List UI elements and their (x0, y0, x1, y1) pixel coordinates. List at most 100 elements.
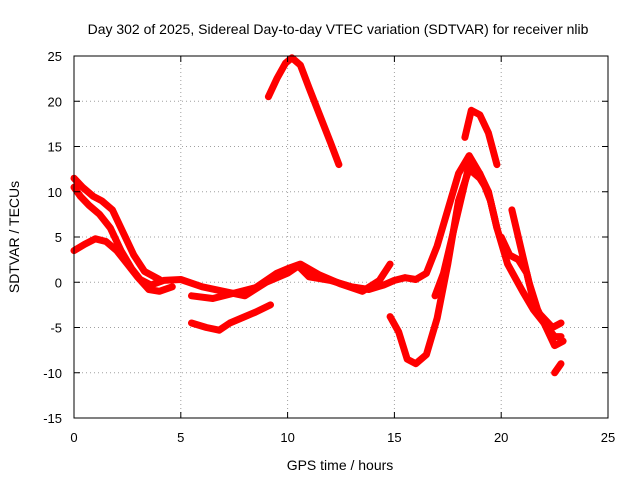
series-trace-6 (264, 54, 343, 169)
data-point (226, 319, 233, 326)
data-point (316, 111, 323, 118)
data-point (380, 281, 387, 288)
data-point (188, 319, 195, 326)
data-point (558, 319, 565, 326)
data-point (284, 265, 291, 272)
y-tick-label: -15 (43, 411, 62, 426)
data-point (423, 270, 430, 277)
data-point (549, 324, 556, 331)
data-point (376, 277, 383, 284)
data-point (265, 93, 272, 100)
data-point (231, 290, 238, 297)
data-point (485, 188, 492, 195)
series-trace-7 (386, 165, 565, 368)
data-point (449, 234, 456, 240)
y-tick-label: 0 (55, 275, 62, 290)
data-point (305, 84, 312, 91)
data-point (491, 215, 498, 222)
data-point (508, 206, 515, 213)
data-point (169, 283, 176, 290)
y-tick-label: 5 (55, 230, 62, 245)
data-point (551, 369, 558, 376)
data-point (209, 295, 216, 302)
y-tick-label: -10 (43, 366, 62, 381)
data-point (156, 288, 163, 295)
data-point (476, 170, 483, 177)
data-point (517, 243, 524, 250)
data-point (543, 324, 550, 331)
data-point (203, 324, 210, 331)
plot-frame (73, 55, 609, 419)
data-point (282, 60, 289, 67)
data-point (395, 329, 402, 336)
data-point (506, 252, 513, 259)
data-point (120, 229, 127, 236)
data-point (402, 274, 409, 281)
data-point (177, 276, 184, 283)
data-point (493, 224, 500, 231)
series-line (264, 54, 343, 169)
series-trace-12 (508, 206, 567, 350)
series-line (70, 174, 163, 283)
data-point (81, 241, 88, 248)
data-point (107, 224, 114, 231)
y-tick-label: 25 (48, 49, 62, 64)
data-point (412, 360, 419, 367)
data-point (476, 111, 483, 118)
series-trace-9 (431, 161, 499, 300)
data-point (109, 206, 116, 213)
series-trace-1 (70, 183, 409, 300)
series-trace-4 (188, 301, 274, 334)
data-point (338, 281, 344, 288)
data-point (466, 161, 473, 168)
data-point (412, 276, 419, 283)
data-point (77, 193, 84, 200)
data-point (387, 313, 394, 320)
data-point (457, 197, 464, 204)
series-line (188, 260, 394, 302)
series-trace-5 (188, 260, 394, 302)
data-point (273, 75, 280, 82)
x-tick-label: 5 (177, 430, 184, 445)
data-point (273, 270, 280, 277)
data-point (431, 292, 438, 299)
data-point (359, 288, 366, 295)
data-point (534, 306, 541, 313)
data-point (558, 360, 565, 367)
data-point (135, 274, 142, 281)
series-line (386, 165, 565, 368)
data-point (551, 342, 558, 349)
series-trace-2 (70, 174, 163, 283)
data-point (466, 152, 473, 159)
x-tick-label: 10 (280, 430, 294, 445)
data-point (305, 273, 312, 280)
data-point (423, 351, 430, 358)
data-point (444, 206, 451, 213)
data-point (113, 247, 120, 254)
y-tick-label: 15 (48, 140, 62, 155)
data-point (252, 284, 259, 291)
x-tick-label: 15 (387, 430, 401, 445)
data-point (434, 243, 441, 250)
y-tick-label: 20 (48, 94, 62, 109)
gridlines (74, 56, 608, 418)
data-point (455, 170, 462, 177)
data-point (468, 107, 475, 114)
x-tick-label: 25 (601, 430, 615, 445)
series-line (70, 235, 176, 295)
data-point (519, 288, 526, 295)
data-point (103, 238, 110, 245)
series-line (551, 360, 565, 377)
data-point (525, 279, 532, 286)
chart-title: Day 302 of 2025, Sidereal Day-to-day VTE… (88, 21, 589, 37)
data-point (404, 356, 411, 363)
y-axis-label: SDTVAR / TECUs (6, 181, 22, 293)
data-point (241, 313, 248, 320)
series-line (431, 161, 499, 300)
data-point (267, 301, 274, 308)
data-point (156, 276, 163, 283)
data-point (145, 286, 152, 293)
series-layer (70, 54, 567, 377)
data-point (216, 327, 223, 334)
